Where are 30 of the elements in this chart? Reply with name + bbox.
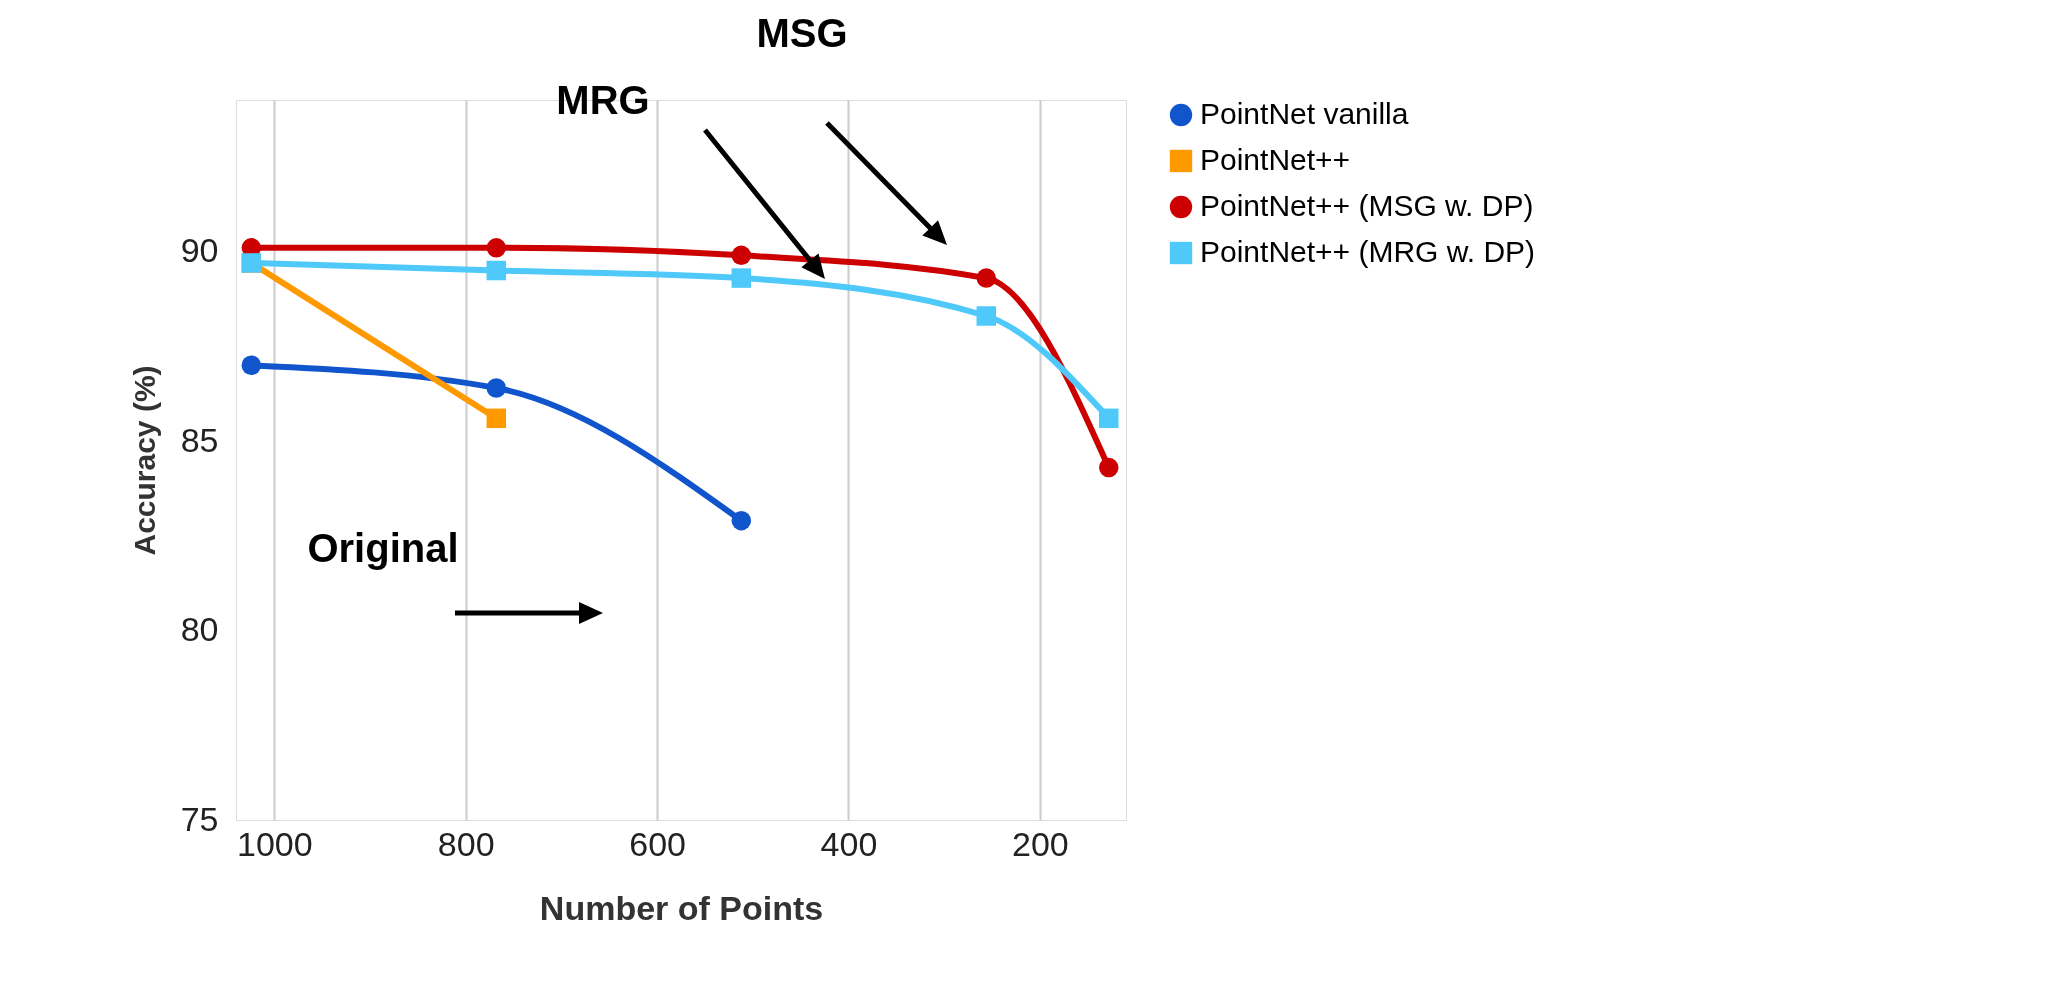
point (976, 268, 997, 288)
point (731, 245, 752, 266)
point (486, 378, 507, 398)
point (241, 355, 262, 375)
x-tick-label: 1000 (236, 824, 313, 863)
point (1099, 408, 1119, 429)
legend-label: PointNet++ (MSG w. DP) (1200, 189, 1534, 222)
y-axis-title: Accuracy (%) (127, 365, 161, 556)
x-tick-label: 200 (1012, 824, 1069, 863)
point (731, 510, 752, 531)
x-tick-label: 400 (820, 824, 878, 863)
x-tick-label: 600 (629, 824, 686, 863)
point (731, 268, 752, 288)
y-tick-label: 85 (180, 420, 219, 459)
x-axis-title: Number of Points (539, 888, 824, 927)
point (1099, 457, 1119, 478)
y-tick-label: 90 (180, 231, 219, 270)
annotation: Original (307, 526, 459, 570)
point (486, 260, 507, 281)
legend-label: PointNet++ (MRG w. DP) (1200, 235, 1536, 268)
point (486, 238, 507, 258)
legend-label: PointNet++ (1200, 143, 1351, 176)
point (976, 306, 997, 326)
y-tick-label: 80 (180, 610, 219, 649)
x-tick-label: 800 (437, 824, 495, 863)
annotation: MRG (556, 78, 650, 122)
point (486, 408, 507, 429)
text: MSG (756, 11, 848, 55)
legend-label: PointNet vanilla (1200, 97, 1409, 130)
y-tick-label: 75 (180, 799, 219, 838)
